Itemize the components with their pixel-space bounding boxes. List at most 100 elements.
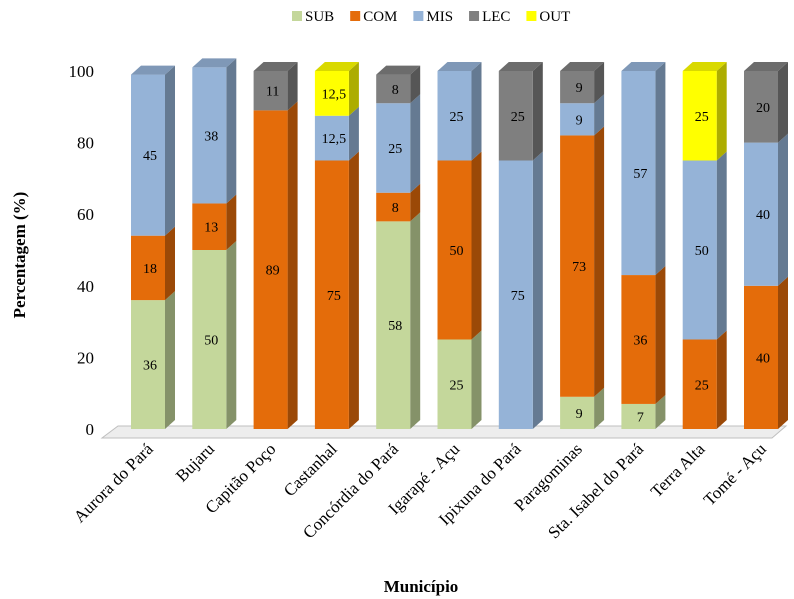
- bar-segment: [192, 250, 227, 429]
- bar-segment: [560, 103, 595, 136]
- bar-side: [716, 62, 727, 161]
- bar-stack: 36 18 45: [131, 65, 175, 429]
- y-axis: 0 20 40 60 80 100: [69, 62, 95, 439]
- legend-item: SUB: [292, 9, 334, 25]
- bar-segment: [560, 71, 595, 104]
- y-tick-label: 0: [86, 420, 95, 439]
- legend-item: COM: [350, 9, 397, 25]
- bar-stack: 89 11: [253, 62, 298, 429]
- data-label: 12,5: [322, 87, 347, 102]
- data-label: 50: [450, 244, 464, 259]
- data-label: 50: [204, 334, 218, 349]
- legend: SUB COM MIS LEC OUT: [292, 9, 570, 25]
- bar-side: [348, 62, 359, 116]
- bar-stack: 58 8 25 8: [376, 65, 421, 429]
- legend-item: LEC: [469, 9, 510, 25]
- bar-top: [744, 62, 788, 71]
- y-tick-label: 20: [77, 348, 94, 367]
- bar-top: [437, 62, 482, 71]
- bar-segment: [314, 115, 349, 161]
- legend-label: LEC: [482, 9, 510, 25]
- data-label: 36: [633, 334, 647, 349]
- bar-side: [716, 151, 727, 340]
- bar-segment: [621, 71, 656, 276]
- data-label: 9: [576, 113, 583, 128]
- data-label: 58: [388, 319, 402, 334]
- bar-stack: 75 12,5 12,5: [314, 62, 359, 429]
- bar-stack: 9 73 9 9: [560, 62, 605, 429]
- data-label: 40: [756, 208, 770, 223]
- bar-side: [226, 241, 237, 429]
- bar-segment: [131, 235, 165, 301]
- data-label: 25: [388, 142, 402, 157]
- bar-side: [594, 387, 605, 429]
- bar-segment: [560, 135, 595, 397]
- bar-segment: [253, 71, 288, 111]
- bar-side: [594, 126, 605, 397]
- y-tick-label: 60: [77, 205, 94, 224]
- bar-top: [314, 62, 359, 71]
- bar-segment: [498, 71, 533, 161]
- legend-label: SUB: [305, 9, 334, 25]
- bar-segment: [376, 221, 411, 429]
- data-label: 9: [576, 407, 583, 422]
- bar-segment: [192, 67, 227, 204]
- legend-swatch: [469, 11, 480, 21]
- y-axis-title: Percentagem (%): [10, 192, 29, 319]
- bar-side: [165, 65, 175, 236]
- bar-stack: 40 40 20: [744, 62, 788, 429]
- bar-top: [192, 58, 237, 68]
- y-tick-label: 80: [77, 134, 94, 153]
- bar-top: [253, 62, 298, 71]
- x-tick-label: Tomé - Açu: [700, 439, 770, 509]
- legend-label: OUT: [539, 9, 570, 25]
- bar-side: [471, 151, 482, 340]
- bar-segment: [376, 103, 411, 193]
- legend-label: COM: [363, 9, 397, 25]
- bar-top: [560, 62, 605, 71]
- data-label: 75: [327, 289, 341, 304]
- data-label: 40: [756, 351, 770, 366]
- x-tick-label: Terra Alta: [647, 439, 709, 501]
- bar-side: [410, 183, 421, 222]
- bar-side: [655, 62, 666, 276]
- data-label: 25: [450, 110, 464, 125]
- bar-top: [621, 62, 666, 71]
- bar-side: [410, 65, 421, 104]
- data-label: 13: [204, 221, 218, 236]
- y-tick-label: 40: [77, 277, 94, 296]
- bar-side: [471, 330, 482, 429]
- bar-side: [165, 291, 175, 429]
- bar-segment: [192, 203, 227, 250]
- bar-top: [682, 62, 727, 71]
- legend-item: MIS: [413, 9, 453, 25]
- bar-stack: 7 36 57: [621, 62, 666, 429]
- bars: 36184550133889117512,512,558825825502575…: [131, 58, 788, 429]
- bar-side: [287, 62, 298, 111]
- bar-stack: 25 50 25: [682, 62, 727, 429]
- bar-side: [716, 330, 727, 429]
- bar-side: [778, 62, 788, 143]
- bar-segment: [131, 74, 165, 236]
- bar-segment: [621, 275, 656, 404]
- bar-side: [594, 62, 605, 104]
- bar-segment: [682, 339, 717, 429]
- bar-segment: [744, 142, 778, 286]
- data-label: 11: [266, 85, 279, 100]
- bar-segment: [131, 300, 165, 429]
- data-label: 36: [143, 359, 157, 374]
- data-label: 38: [204, 129, 218, 144]
- bar-side: [165, 226, 175, 301]
- bar-segment: [376, 192, 411, 222]
- bar-side: [226, 194, 237, 250]
- data-label: 7: [637, 410, 644, 425]
- data-label: 12,5: [322, 132, 347, 147]
- bar-segment: [314, 160, 349, 429]
- bar-side: [348, 151, 359, 429]
- data-label: 45: [143, 149, 157, 164]
- legend-label: MIS: [426, 9, 453, 25]
- bar-top: [131, 65, 175, 75]
- bar-side: [410, 94, 421, 193]
- x-tick-label: Castanhal: [280, 439, 341, 500]
